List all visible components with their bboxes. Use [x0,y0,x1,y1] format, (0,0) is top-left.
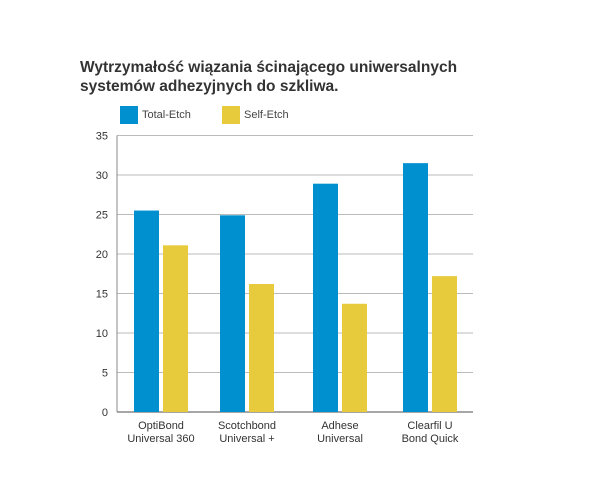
legend-item-total-etch: Total-Etch [120,106,191,124]
legend-item-self-etch: Self-Etch [222,106,289,124]
bar-self-etch [432,276,457,412]
y-tick-label: 20 [96,249,108,261]
legend-label: Self-Etch [244,109,289,121]
y-tick-label: 25 [96,210,108,222]
bar-total-etch [220,215,245,412]
x-tick-label: Universal + [219,433,274,445]
x-tick-label: Clearfil U [407,420,452,432]
y-tick-label: 10 [96,328,108,340]
bar-self-etch [249,284,274,412]
y-tick-label: 5 [102,368,108,380]
y-tick-label: 30 [96,170,108,182]
chart-title: Wytrzymałość wiązania ścinającego uniwer… [80,59,458,95]
x-tick-label: Universal 360 [127,433,194,445]
bar-self-etch [163,245,188,412]
y-tick-label: 35 [96,131,108,143]
y-tick-label: 15 [96,289,108,301]
legend-swatch [120,106,138,124]
x-tick-label: Bond Quick [402,433,459,445]
x-tick-label: Universal [317,433,363,445]
legend-swatch [222,106,240,124]
y-tick-label: 0 [102,407,108,419]
bar-total-etch [403,163,428,412]
bar-self-etch [342,303,367,412]
x-tick-label: OptiBond [138,420,184,432]
bar-total-etch [313,183,338,412]
legend-label: Total-Etch [142,109,191,121]
x-tick-label: Scotchbond [218,420,276,432]
bar-total-etch [134,210,159,412]
x-tick-label: Adhese [321,420,358,432]
